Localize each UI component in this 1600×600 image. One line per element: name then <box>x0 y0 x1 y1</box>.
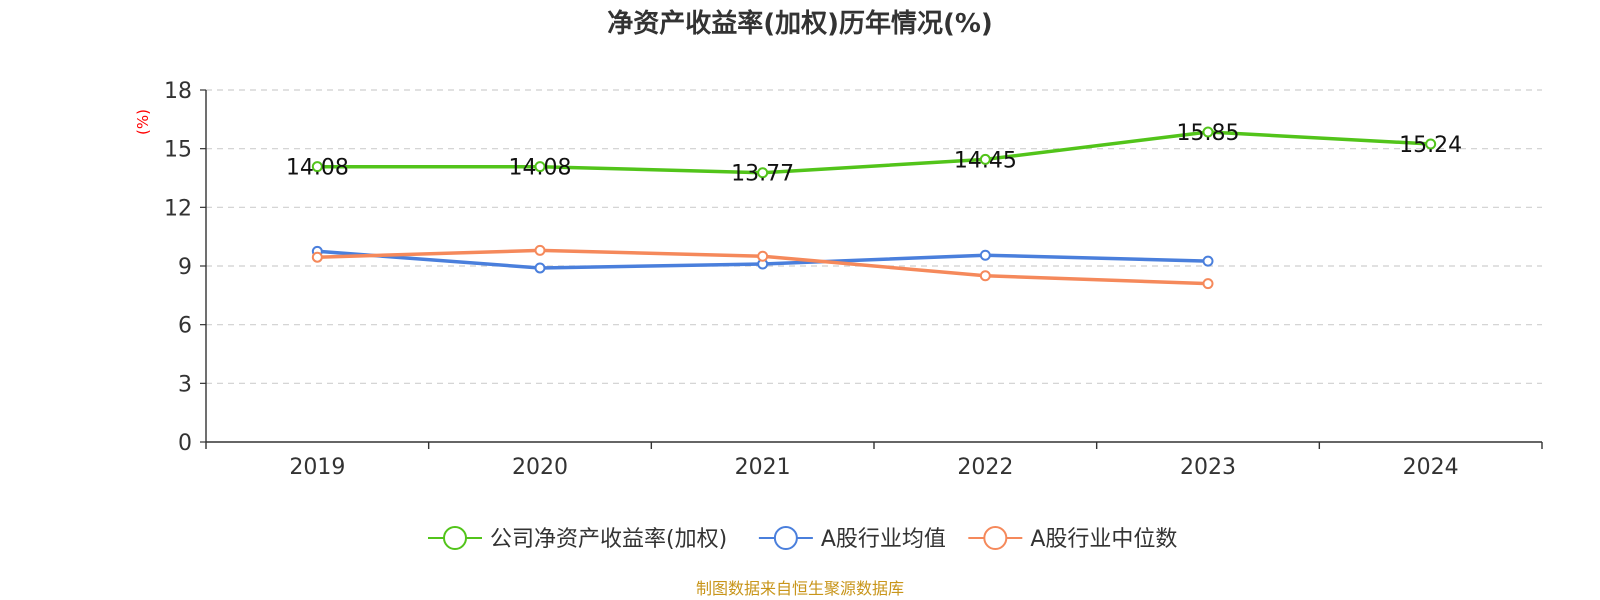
y-tick-label: 18 <box>164 79 192 104</box>
series-lines <box>311 126 1437 290</box>
chart-title: 净资产收益率(加权)历年情况(%) <box>607 8 993 39</box>
legend-marker <box>443 526 467 550</box>
data-point <box>1202 255 1214 267</box>
x-tick-label: 2023 <box>1180 455 1236 480</box>
source-note: 制图数据来自恒生聚源数据库 <box>696 579 904 598</box>
legend-marker <box>983 526 1008 550</box>
data-label: 14.08 <box>286 156 349 181</box>
data-point <box>1202 126 1214 138</box>
data-labels: 14.08 14.08 13.77 14.45 15.85 15.24 <box>286 121 1462 187</box>
x-tick-label: 2024 <box>1403 455 1459 480</box>
data-point <box>534 161 546 173</box>
axes: 0 3 6 9 12 15 18 2019 2020 2021 2022 2023 2024 <box>164 79 1543 480</box>
x-tick-label: 2022 <box>957 455 1013 480</box>
x-tick-label: 2019 <box>289 455 345 480</box>
data-label: 13.77 <box>731 162 794 187</box>
data-point <box>534 244 546 256</box>
y-tick-label: 15 <box>164 138 192 163</box>
legend-item-0[interactable]: 公司净资产收益率(加权) <box>428 526 727 552</box>
legend[interactable]: 公司净资产收益率(加权) A股行业均值 A股行业中位数 <box>428 526 1177 552</box>
x-tick-label: 2020 <box>512 455 568 480</box>
data-point <box>757 167 769 179</box>
data-label: 14.08 <box>509 156 572 181</box>
y-tick-label: 3 <box>178 372 192 397</box>
data-label: 15.24 <box>1399 133 1462 158</box>
data-label: 15.85 <box>1177 121 1240 146</box>
legend-item-2[interactable]: A股行业中位数 <box>968 526 1177 552</box>
data-label: 14.45 <box>954 148 1017 173</box>
data-point <box>534 262 546 274</box>
grid-lines <box>206 89 1542 384</box>
y-tick-label: 6 <box>178 314 192 339</box>
series-line-0 <box>317 130 1431 175</box>
y-axis-label: (%) <box>134 109 152 135</box>
data-point <box>311 251 323 263</box>
data-point <box>1202 278 1214 290</box>
legend-item-1[interactable]: A股行业均值 <box>758 526 946 552</box>
legend-label: A股行业均值 <box>821 527 946 552</box>
data-point <box>311 161 323 173</box>
data-point <box>757 250 769 262</box>
y-tick-label: 12 <box>164 196 192 221</box>
x-tick-label: 2021 <box>735 455 791 480</box>
y-tick-label: 0 <box>178 431 192 456</box>
y-tick-label: 9 <box>178 255 192 280</box>
data-point <box>979 153 991 165</box>
data-point <box>1425 138 1437 150</box>
legend-label: 公司净资产收益率(加权) <box>490 527 727 552</box>
data-point <box>979 249 991 261</box>
legend-marker <box>773 526 798 550</box>
legend-label: A股行业中位数 <box>1030 527 1177 552</box>
data-point <box>979 270 991 282</box>
